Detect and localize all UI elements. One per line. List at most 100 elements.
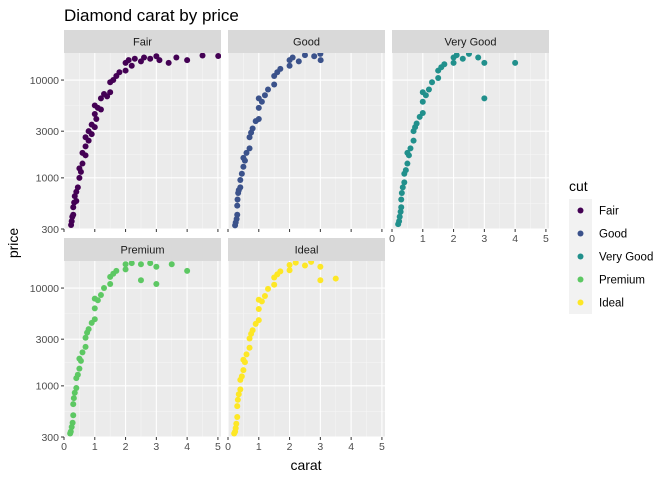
data-point bbox=[168, 261, 175, 268]
facet-panel: Very Good bbox=[391, 30, 549, 230]
data-point bbox=[286, 267, 293, 274]
data-point bbox=[399, 184, 406, 191]
facet-strip-label: Fair bbox=[133, 37, 152, 49]
y-tick-label: 3000 bbox=[36, 126, 60, 138]
chart-title: Diamond carat by price bbox=[64, 6, 239, 25]
data-point bbox=[97, 95, 104, 102]
data-point bbox=[128, 62, 135, 69]
x-tick-label: 1 bbox=[420, 233, 426, 245]
legend-item: Ideal bbox=[569, 291, 624, 314]
data-point bbox=[94, 297, 101, 304]
data-point bbox=[401, 179, 408, 186]
legend-label: Very Good bbox=[599, 252, 653, 264]
x-tick-label: 5 bbox=[543, 233, 549, 245]
data-point bbox=[70, 211, 77, 218]
data-point bbox=[116, 69, 123, 76]
data-point bbox=[475, 54, 482, 61]
facet-strip bbox=[64, 30, 221, 53]
y-axis-layer: 300 1000 3000 10000 300 1000 3000 10000 bbox=[30, 75, 64, 444]
data-point bbox=[240, 367, 247, 374]
data-point bbox=[74, 371, 81, 378]
legend-label: Good bbox=[599, 229, 627, 241]
panel-background bbox=[64, 261, 221, 437]
data-point bbox=[122, 266, 129, 273]
data-point bbox=[82, 152, 89, 159]
facet-strip bbox=[228, 30, 385, 53]
data-point bbox=[241, 157, 248, 164]
data-point bbox=[131, 55, 138, 62]
data-point bbox=[91, 316, 98, 323]
data-point bbox=[77, 168, 84, 175]
data-point bbox=[240, 163, 247, 170]
data-point bbox=[73, 385, 80, 392]
data-point bbox=[413, 120, 420, 127]
data-point bbox=[91, 110, 98, 117]
data-point bbox=[410, 137, 417, 144]
data-point bbox=[397, 208, 404, 215]
legend-item: Very Good bbox=[569, 245, 653, 268]
data-point bbox=[91, 305, 98, 312]
data-point bbox=[141, 54, 148, 61]
data-point bbox=[68, 218, 75, 225]
data-point bbox=[286, 62, 293, 69]
data-point bbox=[238, 170, 245, 177]
data-point bbox=[79, 160, 86, 167]
x-tick-label: 0 bbox=[389, 233, 395, 245]
data-point bbox=[258, 298, 265, 305]
facet-strip-label: Ideal bbox=[295, 245, 319, 257]
data-point bbox=[234, 403, 241, 410]
data-point bbox=[215, 53, 221, 60]
data-point bbox=[301, 53, 308, 59]
data-point bbox=[249, 125, 256, 132]
x-tick-label: 0 bbox=[61, 441, 67, 453]
data-point bbox=[199, 53, 206, 59]
data-point bbox=[286, 262, 293, 269]
data-point bbox=[234, 396, 241, 403]
data-point bbox=[67, 428, 74, 435]
data-point bbox=[295, 58, 302, 65]
data-point bbox=[235, 391, 242, 398]
data-point bbox=[91, 124, 98, 131]
data-point bbox=[93, 115, 100, 122]
data-point bbox=[76, 174, 83, 181]
x-tick-label: 4 bbox=[348, 441, 354, 453]
data-point bbox=[255, 306, 262, 313]
data-point bbox=[137, 261, 144, 268]
data-point bbox=[255, 317, 262, 324]
data-point bbox=[71, 389, 78, 396]
data-point bbox=[265, 285, 272, 292]
data-point bbox=[289, 54, 296, 61]
data-point bbox=[277, 268, 284, 275]
data-point bbox=[82, 343, 89, 350]
data-point bbox=[308, 261, 315, 265]
data-point bbox=[271, 81, 278, 88]
data-point bbox=[429, 79, 436, 86]
data-point bbox=[97, 106, 104, 113]
data-point bbox=[82, 143, 89, 150]
data-point bbox=[419, 98, 426, 105]
facet-strip bbox=[228, 238, 385, 261]
point-group bbox=[231, 261, 339, 437]
panel-background bbox=[228, 261, 385, 437]
x-tick-label: 3 bbox=[153, 441, 159, 453]
y-tick-label: 1000 bbox=[36, 381, 60, 393]
facet-strip-label: Very Good bbox=[445, 37, 497, 49]
point-group bbox=[68, 53, 221, 228]
x-tick-label: 5 bbox=[379, 441, 385, 453]
data-point bbox=[453, 53, 460, 59]
data-point bbox=[243, 351, 250, 358]
data-point bbox=[398, 190, 405, 197]
data-point bbox=[238, 373, 245, 380]
data-point bbox=[165, 59, 172, 66]
legend-marker bbox=[577, 299, 584, 306]
data-point bbox=[258, 98, 265, 105]
legend-marker bbox=[577, 253, 584, 260]
data-point bbox=[261, 92, 268, 99]
data-point bbox=[70, 412, 77, 419]
point-group bbox=[395, 53, 519, 228]
x-axis-title: carat bbox=[290, 457, 321, 473]
facet-panel: Ideal bbox=[227, 238, 385, 438]
data-point bbox=[277, 65, 284, 72]
facet-strip bbox=[64, 238, 221, 261]
data-point bbox=[73, 197, 80, 204]
